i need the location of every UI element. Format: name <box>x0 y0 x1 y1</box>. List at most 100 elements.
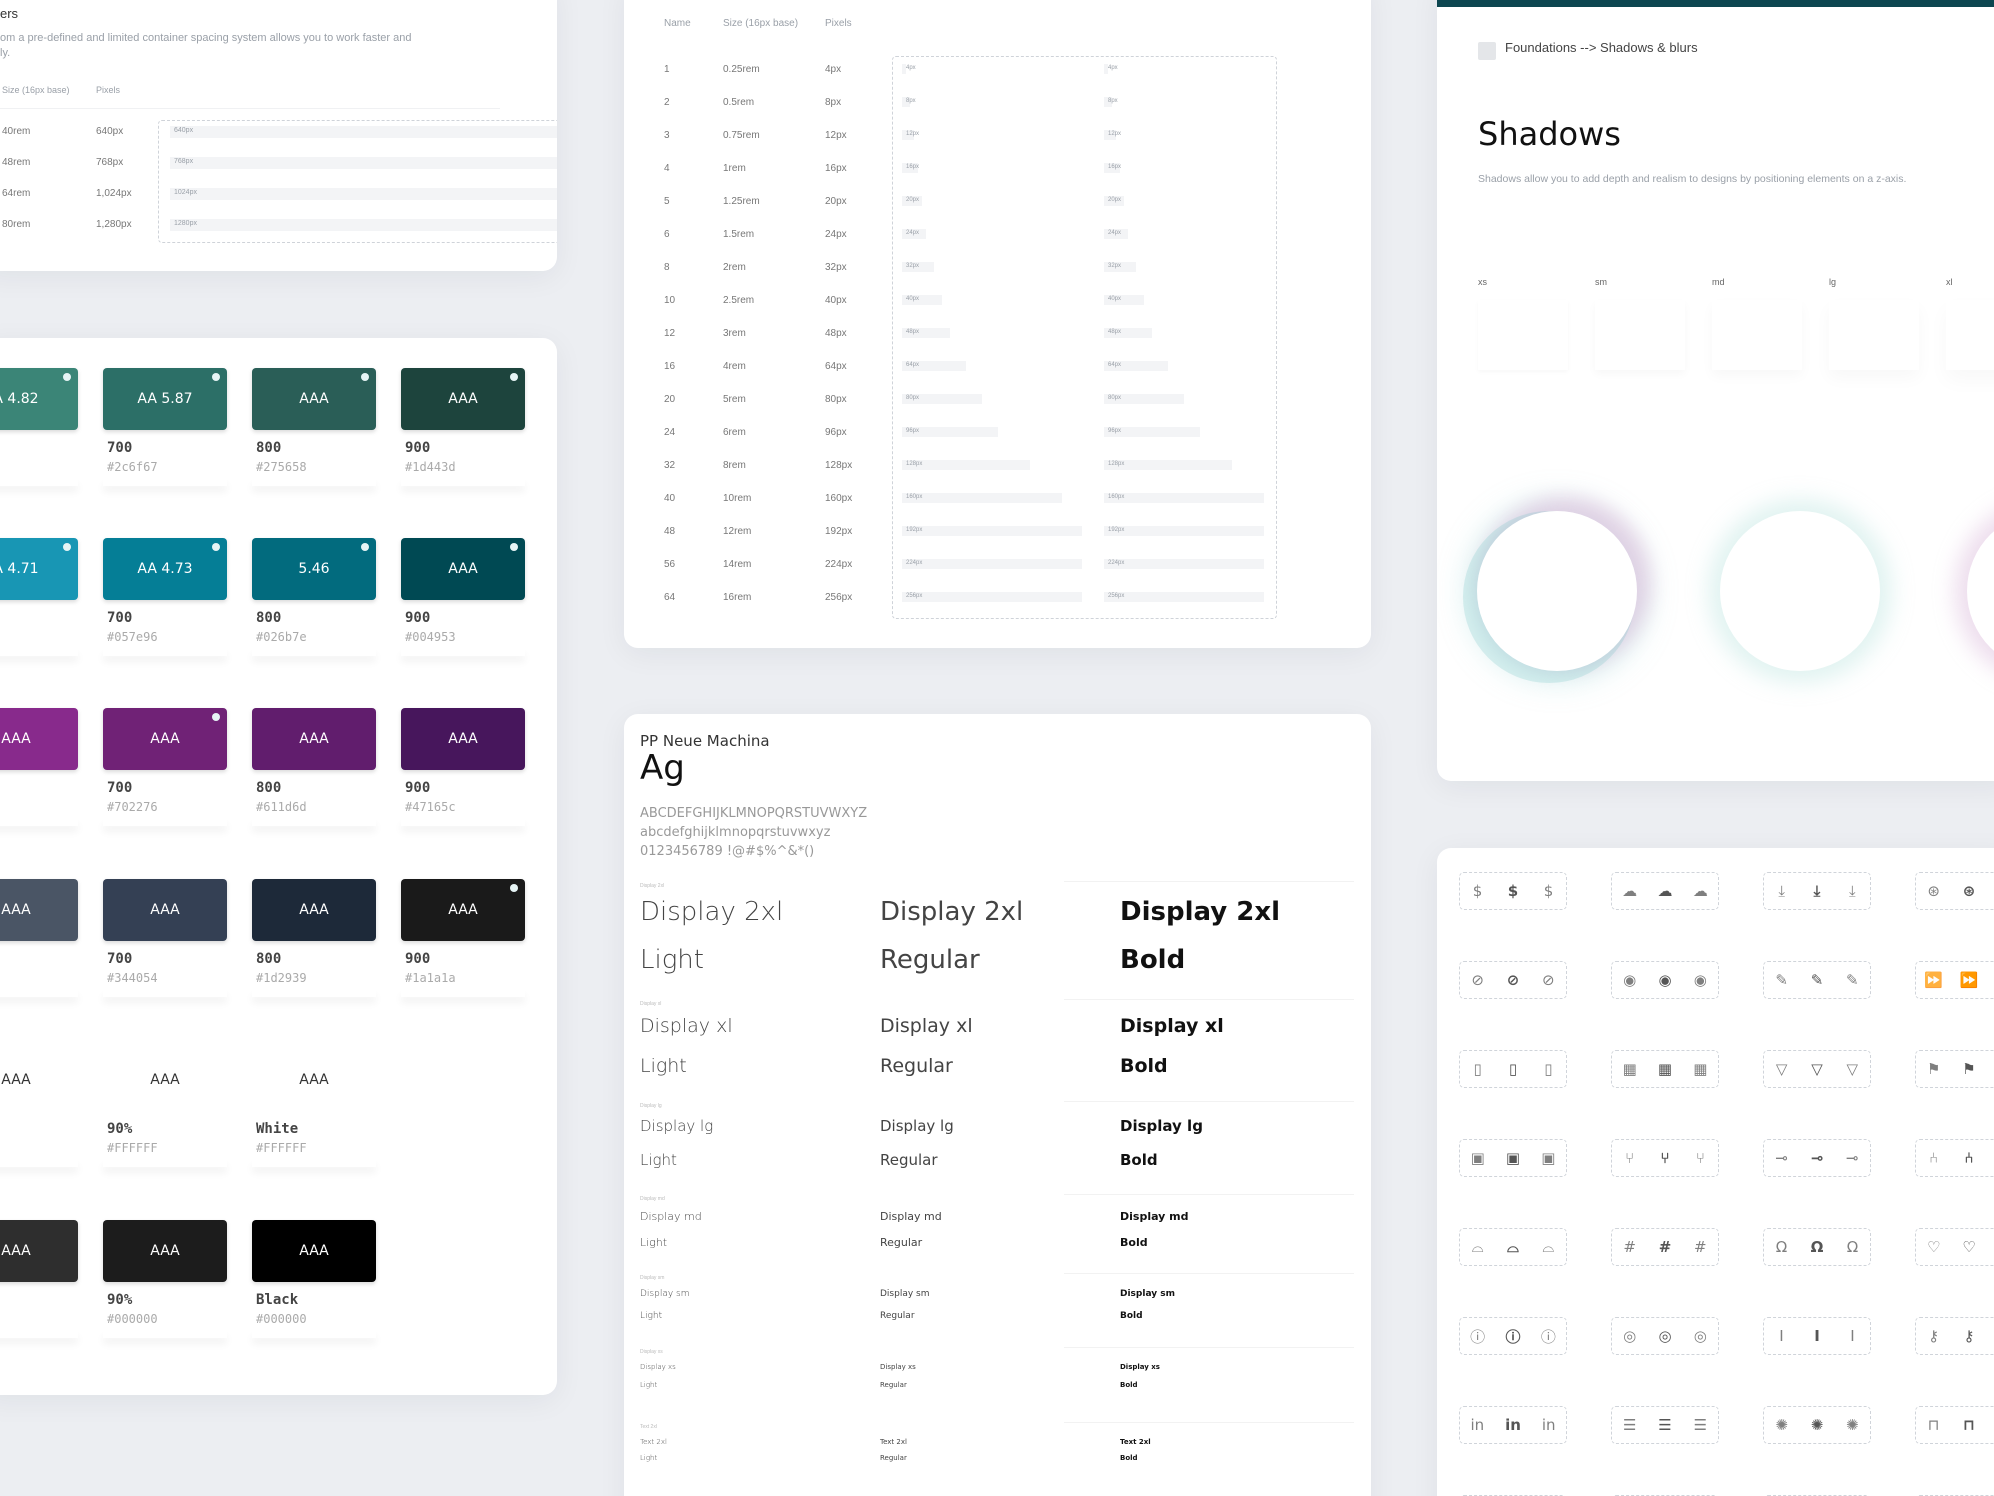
heart-icon[interactable]: ♡ <box>1926 1238 1941 1256</box>
hash-icon[interactable]: # <box>1658 1238 1672 1256</box>
git-commit-icon[interactable]: ⊸ <box>1775 1149 1788 1167</box>
lock-icon[interactable]: ⊓ <box>1927 1416 1940 1434</box>
fast-forward-icon[interactable]: ⏩ <box>1959 971 1979 989</box>
list-icon[interactable]: ☰ <box>1622 1416 1637 1434</box>
git-commit-icon[interactable]: ⊸ <box>1846 1149 1859 1167</box>
film-icon[interactable]: ▦ <box>1693 1060 1708 1078</box>
git-commit-icon[interactable]: ⊸ <box>1810 1149 1824 1167</box>
aperture-icon[interactable]: ⊛ <box>1927 882 1940 900</box>
info-icon[interactable]: ⓘ <box>1470 1327 1486 1346</box>
color-swatch[interactable]: AAA <box>103 1049 227 1111</box>
color-swatch[interactable]: AAA <box>401 368 525 430</box>
git-branch-icon[interactable]: ⑂ <box>1660 1149 1670 1167</box>
instagram-icon[interactable]: ◎ <box>1623 1327 1637 1345</box>
color-swatch[interactable]: AAA <box>0 708 78 770</box>
gift-icon[interactable]: ▣ <box>1541 1149 1556 1167</box>
loader-icon[interactable]: ✺ <box>1846 1416 1859 1434</box>
lock-icon[interactable]: ⊓ <box>1963 1416 1975 1434</box>
film-icon[interactable]: ▦ <box>1622 1060 1637 1078</box>
linkedin-icon[interactable]: in <box>1505 1416 1521 1434</box>
key-icon[interactable]: ⚷ <box>1928 1327 1940 1345</box>
git-branch-icon[interactable]: ⑂ <box>1695 1149 1705 1167</box>
loader-icon[interactable]: ✺ <box>1775 1416 1788 1434</box>
color-swatch[interactable]: A 4.71 <box>0 538 78 600</box>
flag-icon[interactable]: ⚑ <box>1962 1060 1976 1078</box>
color-swatch[interactable]: A 4.82 <box>0 368 78 430</box>
eye-off-icon[interactable]: ⊘ <box>1542 971 1555 989</box>
download-icon[interactable]: ⤓ <box>1813 882 1821 900</box>
dollar-sign-icon[interactable]: $ <box>1472 882 1483 900</box>
git-pull-request-icon[interactable]: ⑃ <box>1929 1149 1939 1167</box>
headphones-icon[interactable]: Ω <box>1775 1238 1788 1256</box>
instagram-icon[interactable]: ◎ <box>1658 1327 1672 1345</box>
color-swatch[interactable]: AAA <box>252 1220 376 1282</box>
headphones-icon[interactable]: Ω <box>1846 1238 1859 1256</box>
hash-icon[interactable]: # <box>1623 1238 1636 1256</box>
list-icon[interactable]: ☰ <box>1658 1416 1672 1434</box>
breadcrumb[interactable]: Foundations --> Shadows & blurs <box>1505 40 1698 55</box>
file-icon[interactable]: ▯ <box>1508 1060 1518 1078</box>
eye-off-icon[interactable]: ⊘ <box>1506 971 1520 989</box>
list-icon[interactable]: ☰ <box>1693 1416 1708 1434</box>
italic-icon[interactable]: I <box>1850 1327 1855 1345</box>
italic-icon[interactable]: I <box>1779 1327 1784 1345</box>
italic-icon[interactable]: I <box>1814 1327 1820 1345</box>
film-icon[interactable]: ▦ <box>1657 1060 1673 1078</box>
linkedin-icon[interactable]: in <box>1470 1416 1485 1434</box>
fast-forward-icon[interactable]: ⏩ <box>1924 971 1943 989</box>
filter-icon[interactable]: ▽ <box>1846 1060 1859 1078</box>
hard-drive-icon[interactable]: ⌓ <box>1507 1238 1519 1256</box>
cloud-upload-icon[interactable]: ☁ <box>1692 882 1708 900</box>
dollar-sign-icon[interactable]: $ <box>1543 882 1554 900</box>
headphones-icon[interactable]: Ω <box>1810 1238 1824 1256</box>
hash-icon[interactable]: # <box>1694 1238 1707 1256</box>
filter-icon[interactable]: ▽ <box>1775 1060 1788 1078</box>
filter-icon[interactable]: ▽ <box>1811 1060 1823 1078</box>
color-swatch[interactable]: AAA <box>0 1049 78 1111</box>
color-swatch[interactable]: AAA <box>0 1220 78 1282</box>
color-swatch[interactable]: AAA <box>401 879 525 941</box>
heart-icon[interactable]: ♡ <box>1962 1238 1976 1256</box>
cloud-upload-icon[interactable]: ☁ <box>1622 882 1638 900</box>
linkedin-icon[interactable]: in <box>1541 1416 1556 1434</box>
color-swatch[interactable]: AAA <box>0 879 78 941</box>
download-icon[interactable]: ⤓ <box>1849 882 1856 900</box>
color-swatch[interactable]: 5.46 <box>252 538 376 600</box>
key-icon[interactable]: ⚷ <box>1963 1327 1975 1345</box>
color-swatch[interactable]: AAA <box>252 368 376 430</box>
file-icon[interactable]: ▯ <box>1473 1060 1482 1078</box>
color-swatch[interactable]: AAA <box>103 1220 227 1282</box>
color-swatch[interactable]: AA 4.73 <box>103 538 227 600</box>
info-icon[interactable]: ⓘ <box>1540 1327 1556 1346</box>
dollar-sign-icon[interactable]: $ <box>1507 882 1519 900</box>
git-branch-icon[interactable]: ⑂ <box>1625 1149 1635 1167</box>
instagram-icon[interactable]: ◎ <box>1693 1327 1707 1345</box>
eye-icon[interactable]: ◉ <box>1693 971 1707 989</box>
color-swatch[interactable]: AAA <box>252 879 376 941</box>
gift-icon[interactable]: ▣ <box>1505 1149 1521 1167</box>
cloud-upload-icon[interactable]: ☁ <box>1657 882 1673 900</box>
info-icon[interactable]: ⓘ <box>1505 1327 1521 1346</box>
feather-icon[interactable]: ✎ <box>1810 971 1824 989</box>
git-pull-request-icon[interactable]: ⑃ <box>1964 1149 1974 1167</box>
flag-icon[interactable]: ⚑ <box>1926 1060 1941 1078</box>
color-swatch[interactable]: AAA <box>103 879 227 941</box>
color-swatch[interactable]: AAA <box>252 708 376 770</box>
loader-icon[interactable]: ✺ <box>1810 1416 1824 1434</box>
color-swatch[interactable]: AAA <box>401 538 525 600</box>
gift-icon[interactable]: ▣ <box>1470 1149 1485 1167</box>
color-swatch[interactable]: AAA <box>252 1049 376 1111</box>
aperture-icon[interactable]: ⊛ <box>1962 882 1976 900</box>
eye-icon[interactable]: ◉ <box>1623 971 1637 989</box>
hard-drive-icon[interactable]: ⌓ <box>1542 1238 1555 1256</box>
color-swatch[interactable]: AAA <box>401 708 525 770</box>
hard-drive-icon[interactable]: ⌓ <box>1471 1238 1484 1256</box>
download-icon[interactable]: ⤓ <box>1778 882 1785 900</box>
color-swatch[interactable]: AAA <box>103 708 227 770</box>
feather-icon[interactable]: ✎ <box>1775 971 1788 989</box>
eye-icon[interactable]: ◉ <box>1658 971 1672 989</box>
color-swatch[interactable]: AA 5.87 <box>103 368 227 430</box>
file-icon[interactable]: ▯ <box>1544 1060 1553 1078</box>
feather-icon[interactable]: ✎ <box>1846 971 1859 989</box>
eye-off-icon[interactable]: ⊘ <box>1471 971 1484 989</box>
